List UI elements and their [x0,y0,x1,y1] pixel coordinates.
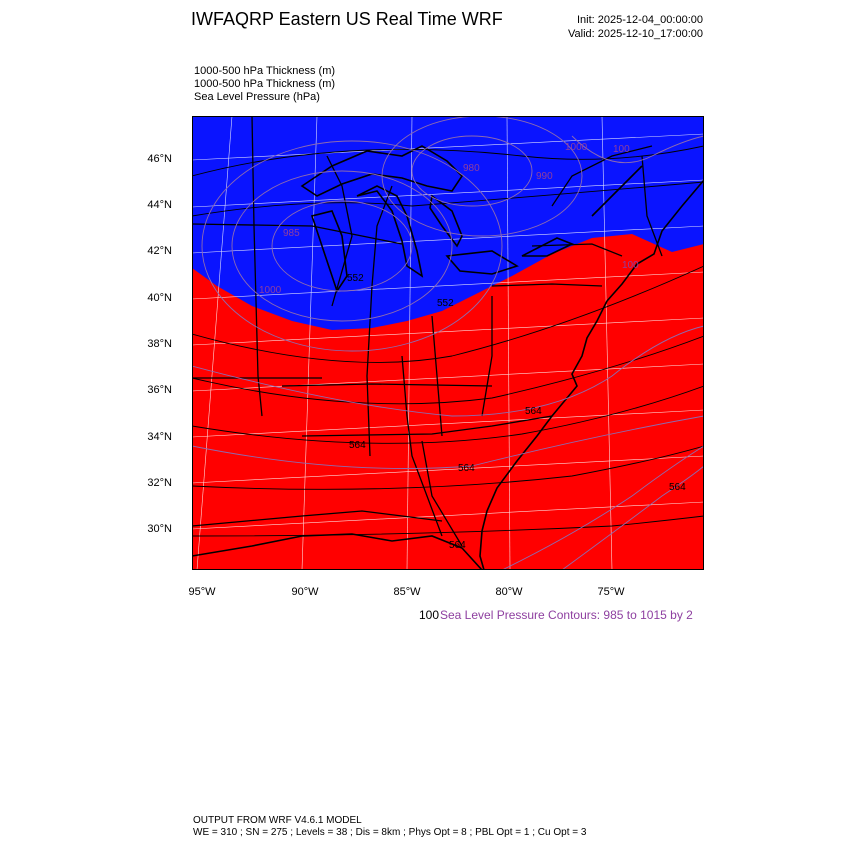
valid-time: Valid: 2025-12-10_17:00:00 [568,28,703,40]
slp-label: 990 [536,171,553,182]
lat-label: 30°N [147,523,172,535]
slp-label: 100 [613,144,630,155]
contour-note: Sea Level Pressure Contours: 985 to 1015… [440,608,693,622]
field-label-thickness-2: 1000-500 hPa Thickness (m) [194,78,336,90]
lon-label: 85°W [393,586,421,598]
thickness-label: 552 [437,298,454,309]
contour-labels: 1000 100 980 990 985 1000 100 552 552 56… [259,142,686,551]
lon-label: 75°W [597,586,625,598]
lon-label: 95°W [188,586,216,598]
thickness-label: 564 [449,540,466,551]
contour-scale: 100 [419,608,440,622]
lat-label: 42°N [147,245,172,257]
lon-label: 90°W [291,586,319,598]
thickness-label: 552 [347,273,364,284]
footer-config: WE = 310 ; SN = 275 ; Levels = 38 ; Dis … [193,827,587,838]
thickness-label: 564 [458,463,475,474]
lat-label: 34°N [147,431,172,443]
lat-label: 38°N [147,338,172,350]
field-label-thickness: 1000-500 hPa Thickness (m) [194,65,336,77]
lat-label: 46°N [147,153,172,165]
cold-region [192,116,704,330]
lat-label: 44°N [147,199,172,211]
slp-label: 1000 [565,142,588,153]
thickness-label: 564 [349,440,366,451]
slp-contours [192,116,704,570]
slp-label: 100 [622,260,639,271]
lon-label: 80°W [495,586,523,598]
map-title: IWFAQRP Eastern US Real Time WRF [191,9,503,29]
field-label-slp: Sea Level Pressure (hPa) [194,91,320,103]
footer-model: OUTPUT FROM WRF V4.6.1 MODEL [193,815,362,826]
coastlines [192,145,704,570]
graticule [192,116,704,570]
lat-label: 36°N [147,384,172,396]
slp-label: 980 [463,163,480,174]
thickness-label: 564 [669,482,686,493]
thickness-label: 564 [525,406,542,417]
thickness-contours [192,145,704,537]
slp-label: 1000 [259,285,282,296]
lat-label: 40°N [147,292,172,304]
state-boundaries [192,116,663,547]
slp-label: 985 [283,228,300,239]
lat-label: 32°N [147,477,172,489]
init-time: Init: 2025-12-04_00:00:00 [577,14,703,26]
map-frame [192,116,704,570]
weather-map: 1000 100 980 990 985 1000 100 552 552 56… [192,116,704,570]
